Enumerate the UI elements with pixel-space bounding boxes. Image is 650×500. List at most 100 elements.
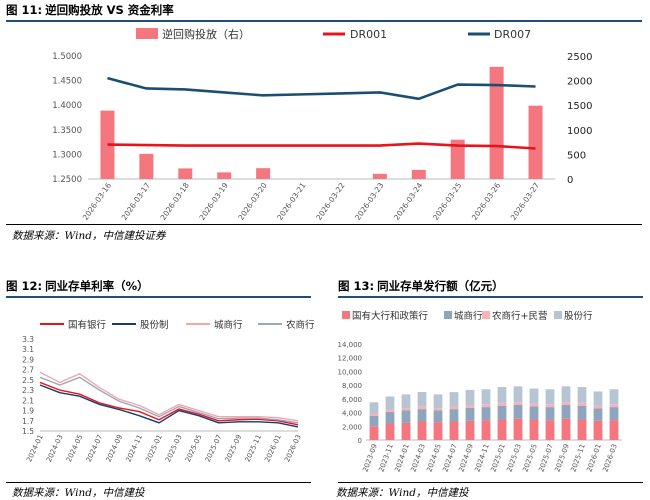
- bar-reverse-repo: [450, 139, 465, 179]
- x-tick: 2026-03: [283, 433, 303, 463]
- y-tick-right: 1000: [567, 126, 592, 137]
- figure-13-source: 数据来源：Wind，中信建投: [336, 487, 469, 499]
- series-line-3: [39, 376, 299, 424]
- stack-segment-3: [529, 388, 539, 404]
- x-tick: 2025-01: [144, 433, 164, 463]
- stack-segment-3: [433, 394, 443, 409]
- stack-segment-2: [577, 402, 587, 406]
- stack-segment-0: [385, 423, 395, 440]
- x-tick: 2024-05: [65, 433, 85, 463]
- stack-segment-3: [561, 386, 571, 403]
- y-tick-left: 1.4000: [52, 101, 82, 111]
- stack-segment-0: [609, 420, 619, 440]
- bar-reverse-repo: [372, 173, 387, 179]
- x-tick: 2024-11: [124, 433, 144, 463]
- stack-segment-0: [369, 426, 379, 440]
- stack-segment-2: [465, 405, 475, 408]
- legend-label-1: 股份制: [140, 319, 169, 331]
- y-tick: 2.1: [22, 396, 34, 405]
- figure-12-bottom-rule: [6, 482, 311, 483]
- series-line-2: [39, 371, 299, 422]
- stack-segment-1: [465, 407, 475, 421]
- stack-segment-3: [465, 389, 475, 406]
- stack-segment-2: [545, 404, 555, 408]
- y-tick: 10,000: [338, 368, 363, 376]
- stack-segment-3: [593, 391, 603, 406]
- y-tick: 3.1: [22, 345, 34, 354]
- legend-label-reverse-repo: 逆回购投放（右）: [162, 27, 250, 41]
- legend-swatch-2: [482, 311, 490, 319]
- stack-segment-2: [609, 404, 619, 408]
- y-tick: 3.3: [22, 335, 34, 344]
- stack-segment-1: [545, 407, 555, 421]
- stack-segment-3: [513, 386, 523, 403]
- y-tick: 1.9: [22, 407, 34, 416]
- stack-segment-0: [433, 422, 443, 440]
- bar-reverse-repo: [178, 168, 193, 179]
- y-tick: 2,000: [342, 423, 362, 431]
- x-tick: 2025-05: [184, 433, 204, 463]
- stack-segment-2: [401, 408, 411, 411]
- stack-segment-0: [481, 420, 491, 440]
- figure-11-source: 数据来源：Wind，中信建投证券: [12, 230, 166, 242]
- figure-12-title-text: 同业存单利率（%）: [45, 279, 149, 293]
- figure-13-title: 图 13: 同业存单发行额（亿元）: [338, 277, 504, 295]
- stack-segment-1: [369, 416, 379, 427]
- series-line-0: [39, 381, 299, 426]
- bar-reverse-repo: [411, 169, 426, 179]
- legend-swatch-1: [444, 311, 452, 319]
- figure-13-title-text: 同业存单发行额（亿元）: [377, 279, 504, 293]
- stack-segment-1: [481, 407, 491, 421]
- x-tick: 2026-03-20: [236, 181, 269, 222]
- stack-segment-3: [449, 392, 459, 407]
- x-tick: 2024-09: [105, 433, 125, 463]
- y-tick-left: 1.3000: [52, 150, 82, 160]
- y-tick: 2.5: [22, 376, 34, 385]
- x-tick: 2023-11: [377, 443, 395, 473]
- stack-segment-0: [593, 420, 603, 440]
- y-tick: 2.7: [22, 366, 34, 375]
- x-tick: 2025-07: [204, 433, 224, 463]
- bar-reverse-repo: [139, 153, 154, 179]
- stack-segment-0: [465, 420, 475, 440]
- stack-segment-0: [497, 419, 507, 440]
- x-tick: 2026-03-26: [470, 181, 503, 222]
- bar-reverse-repo: [528, 105, 543, 179]
- stack-segment-2: [433, 408, 443, 411]
- x-tick: 2025-05: [521, 443, 539, 473]
- x-tick: 2026-03-16: [81, 181, 114, 222]
- x-tick: 2024-03: [45, 433, 65, 463]
- x-tick: 2024-03: [409, 443, 427, 473]
- x-tick: 2026-03-23: [353, 181, 386, 222]
- stack-segment-0: [417, 421, 427, 440]
- stack-segment-0: [577, 419, 587, 440]
- figure-12-title: 图 12: 同业存单利率（%）: [6, 277, 149, 295]
- stack-segment-2: [417, 406, 427, 410]
- legend-swatch-3: [554, 311, 562, 319]
- x-tick: 2024-05: [425, 443, 443, 473]
- legend-label-2: 农商行+民营: [492, 310, 547, 322]
- stack-segment-1: [497, 405, 507, 420]
- figure-13-rule: [338, 296, 643, 298]
- x-tick: 2026-03-24: [392, 181, 425, 222]
- stack-segment-0: [449, 421, 459, 440]
- stack-segment-2: [529, 403, 539, 407]
- y-tick-right: 2500: [567, 52, 592, 63]
- x-tick: 2024-01: [393, 443, 411, 473]
- stack-segment-3: [417, 392, 427, 407]
- y-tick-left: 1.5000: [52, 52, 82, 62]
- figure-12-label: 图 12:: [6, 279, 43, 293]
- x-tick: 2023-09: [361, 443, 379, 473]
- stack-segment-1: [609, 407, 619, 421]
- legend-label-dr001: DR001: [350, 28, 387, 41]
- stack-segment-2: [369, 413, 379, 416]
- stack-segment-3: [385, 396, 395, 410]
- y-tick-right: 0: [567, 175, 573, 186]
- legend-label-0: 国有银行: [68, 319, 107, 331]
- x-tick: 2024-09: [457, 443, 475, 473]
- figure-13-label: 图 13:: [338, 279, 375, 293]
- stack-segment-3: [481, 389, 491, 405]
- x-tick: 2024-07: [85, 433, 105, 463]
- stack-segment-0: [561, 418, 571, 440]
- x-tick: 2026-01: [585, 443, 603, 473]
